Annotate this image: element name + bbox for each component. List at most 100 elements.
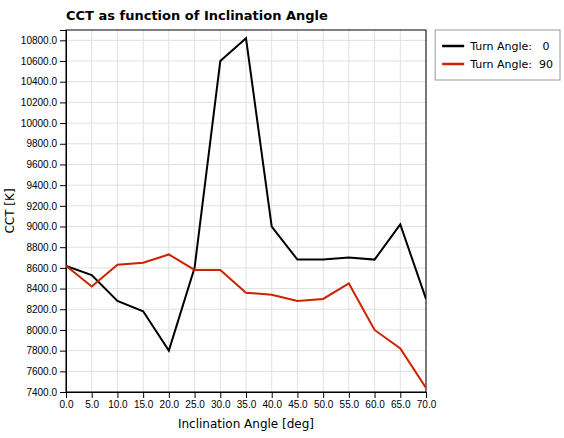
tick-label: 9000.0	[26, 221, 57, 232]
tick: 10800.0	[21, 35, 66, 46]
tick-label: 8800.0	[26, 242, 57, 253]
tick-mark	[60, 227, 66, 228]
tick: 60.0	[365, 392, 385, 410]
tick-mark	[426, 392, 427, 398]
tick-label: 25.0	[185, 399, 205, 410]
tick-mark	[323, 392, 324, 398]
tick-mark	[195, 392, 196, 398]
tick: 15.0	[134, 392, 154, 410]
tick-mark	[60, 82, 66, 83]
tick: 10.0	[108, 392, 128, 410]
tick-mark	[60, 330, 66, 331]
tick: 65.0	[391, 392, 411, 410]
tick: 8600.0	[26, 263, 66, 274]
tick-mark	[60, 102, 66, 103]
marks	[66, 38, 426, 388]
tick: 30.0	[211, 392, 231, 410]
tick-mark	[60, 247, 66, 248]
tick-mark	[92, 392, 93, 398]
grid-line	[66, 143, 426, 144]
plot: 0.0 5.0 10.0 15.0 20.0 25.0 30.0 35.0 40.0 45.0 50…	[21, 30, 437, 410]
tick: 8000.0	[26, 325, 66, 336]
tick-mark	[60, 206, 66, 207]
tick: 10600.0	[21, 56, 66, 67]
grid-line	[143, 30, 144, 392]
tick: 40.0	[262, 392, 282, 410]
tick-mark	[60, 123, 66, 124]
axis-line	[67, 393, 427, 399]
tick-mark	[117, 392, 118, 398]
tick: 9200.0	[26, 201, 66, 212]
tick-label: 70.0	[417, 399, 437, 410]
tick-mark	[143, 392, 144, 398]
grid-line	[297, 30, 298, 392]
tick: 10000.0	[21, 118, 66, 129]
tick: 9800.0	[26, 138, 66, 149]
grid-line	[66, 226, 426, 227]
tick-label: 8200.0	[26, 304, 57, 315]
grid-line	[348, 30, 349, 392]
tick-label: 7400.0	[26, 387, 57, 398]
tick-label: 15.0	[134, 399, 154, 410]
grid-line	[117, 30, 118, 392]
tick-mark	[60, 185, 66, 186]
tick-label: 8600.0	[26, 263, 57, 274]
grid-line	[66, 164, 426, 165]
tick: 50.0	[314, 392, 334, 410]
tick-mark	[60, 144, 66, 145]
tick-mark	[272, 392, 273, 398]
grid-line	[246, 30, 247, 392]
grid	[66, 30, 426, 392]
legend-box	[435, 30, 560, 80]
tick: 8200.0	[26, 304, 66, 315]
tick-label: 65.0	[391, 399, 411, 410]
tick-label: 30.0	[211, 399, 231, 410]
tick-mark	[169, 392, 170, 398]
grid-line	[400, 30, 401, 392]
grid-line	[66, 247, 426, 248]
tick-mark	[60, 40, 66, 41]
grid-line	[66, 61, 426, 62]
legend-label: Turn Angle: 90	[469, 58, 553, 71]
tick-mark	[60, 289, 66, 290]
tick: 5.0	[85, 392, 99, 410]
tick-mark	[297, 392, 298, 398]
line	[66, 38, 426, 350]
title: CCT as function of Inclination Angle	[66, 8, 328, 23]
tick: 0.0	[60, 392, 74, 410]
tick: 7400.0	[26, 387, 66, 398]
line	[66, 254, 426, 387]
plot-frame	[66, 30, 426, 392]
tick-label: 60.0	[365, 399, 385, 410]
tick: 7600.0	[26, 366, 66, 377]
tick: 70.0	[417, 392, 437, 410]
tick-label: 7600.0	[26, 366, 57, 377]
tick-label: 9400.0	[26, 180, 57, 191]
axis-line	[60, 31, 67, 393]
legend-label: Turn Angle: 0	[469, 40, 549, 53]
tick-label: 7800.0	[26, 345, 57, 356]
tick: 45.0	[288, 392, 308, 410]
tick-label: 10400.0	[21, 76, 58, 87]
grid-line	[66, 102, 426, 103]
tick-label: 8000.0	[26, 325, 57, 336]
tick: 25.0	[185, 392, 205, 410]
tick: 10200.0	[21, 97, 66, 108]
tick-label: 40.0	[262, 399, 282, 410]
grid-line	[91, 30, 92, 392]
tick-label: 5.0	[85, 399, 99, 410]
grid-line	[66, 371, 426, 372]
tick: 8800.0	[26, 242, 66, 253]
tick-mark	[400, 392, 401, 398]
tick-mark	[246, 392, 247, 398]
tick-label: 9600.0	[26, 159, 57, 170]
tick: 9600.0	[26, 159, 66, 170]
tick-label: 10.0	[108, 399, 128, 410]
tick: 35.0	[237, 392, 257, 410]
tick-mark	[60, 309, 66, 310]
tick-label: 50.0	[314, 399, 334, 410]
tick-mark	[220, 392, 221, 398]
chart: 0.0 5.0 10.0 15.0 20.0 25.0 30.0 35.0 40.0 45.0 50…	[0, 0, 564, 438]
tick: 10400.0	[21, 76, 66, 87]
tick: 20.0	[160, 392, 180, 410]
